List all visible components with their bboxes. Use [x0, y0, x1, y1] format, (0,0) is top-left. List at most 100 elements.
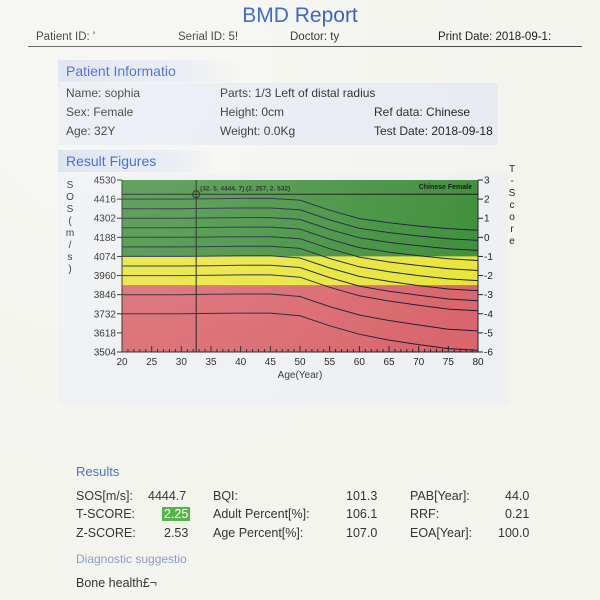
y-tick-label: 4302: [94, 214, 117, 225]
y-tick-label: 3846: [94, 290, 117, 301]
rrf-label: RRF:: [410, 507, 440, 521]
test-date: Test Date: 2018-09-18: [374, 124, 493, 138]
reference-curve-10: [122, 312, 479, 351]
y-tick-label: 4074: [94, 252, 117, 263]
zone-osteopenia: [122, 256, 478, 286]
diagnostic-text: Bone health£¬: [76, 576, 157, 590]
serial-id: Serial ID: 5!: [178, 31, 239, 43]
t-tick-label: 0: [484, 233, 490, 244]
reference-curve-1: [122, 207, 479, 241]
reference-curve-2: [122, 217, 479, 251]
age-percent-value: 107.0: [346, 526, 378, 540]
y-axis-title-char: ): [68, 264, 71, 275]
t-tick-label: -6: [484, 348, 493, 359]
y-axis-title-char: s: [68, 252, 73, 263]
patient-age: Age: 32Y: [66, 124, 116, 138]
report-header-bar: Patient ID: ' Serial ID: 5! Doctor: ty P…: [28, 28, 582, 47]
sos-label: SOS[m/s]:: [76, 489, 133, 503]
y-tick-label: 4188: [94, 233, 117, 244]
reference-curve-3: [122, 226, 479, 261]
t-axis-title-char: -: [510, 176, 513, 187]
t-axis-title-char: T: [509, 165, 515, 175]
x-tick-label: 55: [324, 357, 336, 368]
reference-curve-4: [122, 236, 479, 271]
doctor: Doctor: ty: [290, 31, 340, 43]
t-tick-label: 2: [484, 195, 490, 206]
result-figures-heading: Result Figures: [58, 150, 216, 172]
results-heading: Results: [76, 464, 120, 479]
t-tick-label: -2: [484, 271, 493, 282]
adult-percent-label: Adult Percent[%]:: [213, 507, 310, 521]
y-axis-title-char: m: [66, 228, 74, 239]
sos-value: 4444.7: [148, 489, 187, 503]
y-axis-title-char: S: [67, 180, 74, 191]
reference-curve-6: [122, 255, 479, 292]
patient-weight: Weight: 0.0Kg: [220, 124, 296, 138]
t-axis-title-char: o: [509, 212, 515, 223]
patient-info-heading: Patient Informatio: [58, 60, 236, 82]
print-date: Print Date: 2018-09-1:: [438, 31, 552, 43]
y-axis-title-char: S: [67, 204, 74, 215]
age-percent-label: Age Percent[%]:: [213, 526, 304, 540]
patient-info-panel: Name: sophia Sex: Female Age: 32Y Parts:…: [58, 83, 498, 145]
x-tick-label: 65: [383, 357, 395, 368]
patient-sex: Sex: Female: [66, 105, 134, 119]
t-axis-title-char: r: [510, 224, 514, 235]
y-axis-title-char: O: [66, 192, 74, 203]
x-axis-label: Age(Year): [278, 370, 323, 381]
y-tick-label: 3960: [94, 271, 117, 282]
eoa-value: 100.0: [498, 526, 530, 540]
x-tick-label: 25: [146, 357, 158, 368]
patient-name: Name: sophia: [66, 86, 141, 100]
eoa-label: EOA[Year]:: [410, 526, 473, 540]
x-tick-label: 20: [116, 357, 128, 368]
x-tick-label: 35: [205, 357, 217, 368]
patient-height: Height: 0cm: [220, 105, 285, 119]
t-axis-title-char: e: [509, 236, 515, 247]
x-tick-label: 40: [235, 357, 247, 368]
x-tick-label: 75: [443, 357, 455, 368]
y-tick-label: 4530: [94, 176, 117, 187]
zscore-label: Z-SCORE:: [76, 526, 136, 540]
x-tick-label: 60: [354, 357, 366, 368]
t-tick-label: 1: [484, 214, 490, 225]
y-axis-title-char: /: [69, 240, 72, 251]
tscore-value: 2.25: [162, 507, 191, 521]
diagnostic-heading: Diagnostic suggestio: [76, 552, 187, 566]
x-tick-label: 80: [472, 357, 484, 368]
t-axis-title-char: c: [510, 200, 515, 211]
bqi-label: BQI:: [213, 489, 239, 503]
t-tick-label: -4: [484, 309, 493, 320]
y-tick-label: 3618: [94, 328, 117, 339]
report-title: BMD Report: [242, 4, 358, 27]
reference-curve-5: [122, 245, 479, 282]
t-tick-label: -5: [484, 328, 493, 339]
reference-curve-9: [122, 293, 479, 332]
patient-parts: Parts: 1/3 Left of distal radius: [220, 86, 376, 100]
reference-curve-0: [122, 197, 479, 231]
y-tick-label: 3732: [94, 309, 117, 320]
t-tick-label: 3: [484, 176, 490, 187]
t-tick-label: -1: [484, 252, 493, 263]
zscore-value: 2.53: [164, 526, 189, 540]
y-axis-title-char: (: [68, 216, 72, 227]
pab-label: PAB[Year]:: [410, 489, 470, 503]
x-tick-label: 45: [265, 357, 277, 368]
chart-legend: Chinese Female: [419, 184, 472, 191]
bqi-value: 101.3: [346, 489, 378, 503]
x-tick-label: 70: [413, 357, 425, 368]
reference-curve-8: [122, 274, 479, 312]
pab-value: 44.0: [505, 489, 530, 503]
marker-point: [192, 190, 201, 199]
ref-data: Ref data: Chinese: [374, 105, 471, 119]
y-tick-label: 4416: [94, 195, 117, 206]
bmd-chart: 4530441643024188407439603846373236183504…: [66, 165, 516, 381]
x-tick-label: 30: [176, 357, 188, 368]
patient-id: Patient ID: ': [36, 31, 96, 43]
reference-curve-7: [122, 264, 479, 302]
tscore-label: T-SCORE:: [76, 507, 136, 521]
y-tick-label: 3504: [94, 348, 117, 359]
marker-label: (32. 5, 4444. 7) (2. 257, 2. 532): [200, 185, 290, 192]
t-axis-title-char: S: [509, 188, 516, 199]
adult-percent-value: 106.1: [346, 507, 378, 521]
